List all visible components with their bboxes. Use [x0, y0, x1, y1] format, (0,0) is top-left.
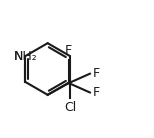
Text: F: F: [65, 44, 72, 57]
Text: N: N: [14, 50, 23, 63]
Text: F: F: [92, 67, 99, 80]
Text: NH₂: NH₂: [13, 50, 37, 63]
Text: Cl: Cl: [64, 101, 76, 114]
Text: F: F: [92, 86, 99, 99]
